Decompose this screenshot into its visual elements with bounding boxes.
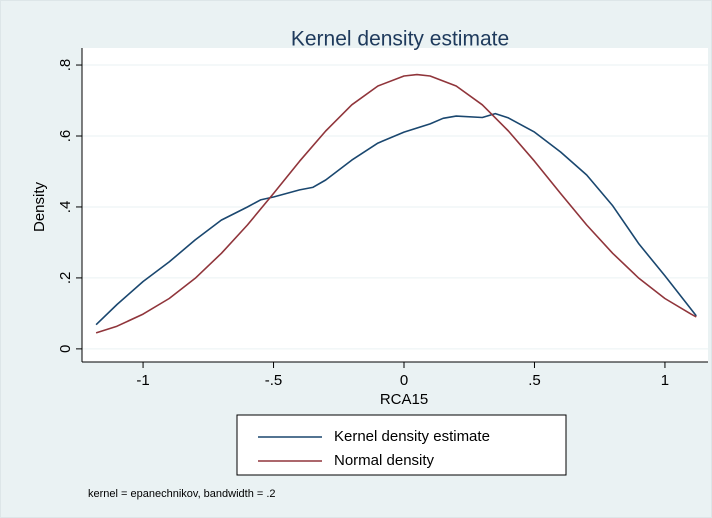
chart-title: Kernel density estimate (291, 28, 509, 51)
legend-box (236, 414, 567, 476)
x-tick-label: .5 (528, 372, 541, 389)
legend-label: Kernel density estimate (334, 428, 490, 445)
x-tick-label: 1 (661, 372, 669, 389)
y-tick-label: .2 (57, 272, 74, 285)
y-tick-label: 0 (57, 345, 74, 353)
series-line (95, 112, 697, 326)
series-line (95, 73, 697, 334)
y-tick-label: .4 (57, 201, 74, 214)
plot-area (82, 48, 708, 362)
x-tick-label: 0 (400, 372, 408, 389)
x-axis-label: RCA15 (380, 391, 428, 408)
x-tick-label: -.5 (265, 372, 283, 389)
y-tick-label: .6 (57, 130, 74, 143)
x-tick-label: -1 (136, 372, 149, 389)
y-axis-label: Density (31, 181, 48, 232)
y-tick-label: .8 (57, 59, 74, 72)
legend-label: Normal density (334, 452, 435, 469)
note: kernel = epanechnikov, bandwidth = .2 (88, 488, 276, 500)
